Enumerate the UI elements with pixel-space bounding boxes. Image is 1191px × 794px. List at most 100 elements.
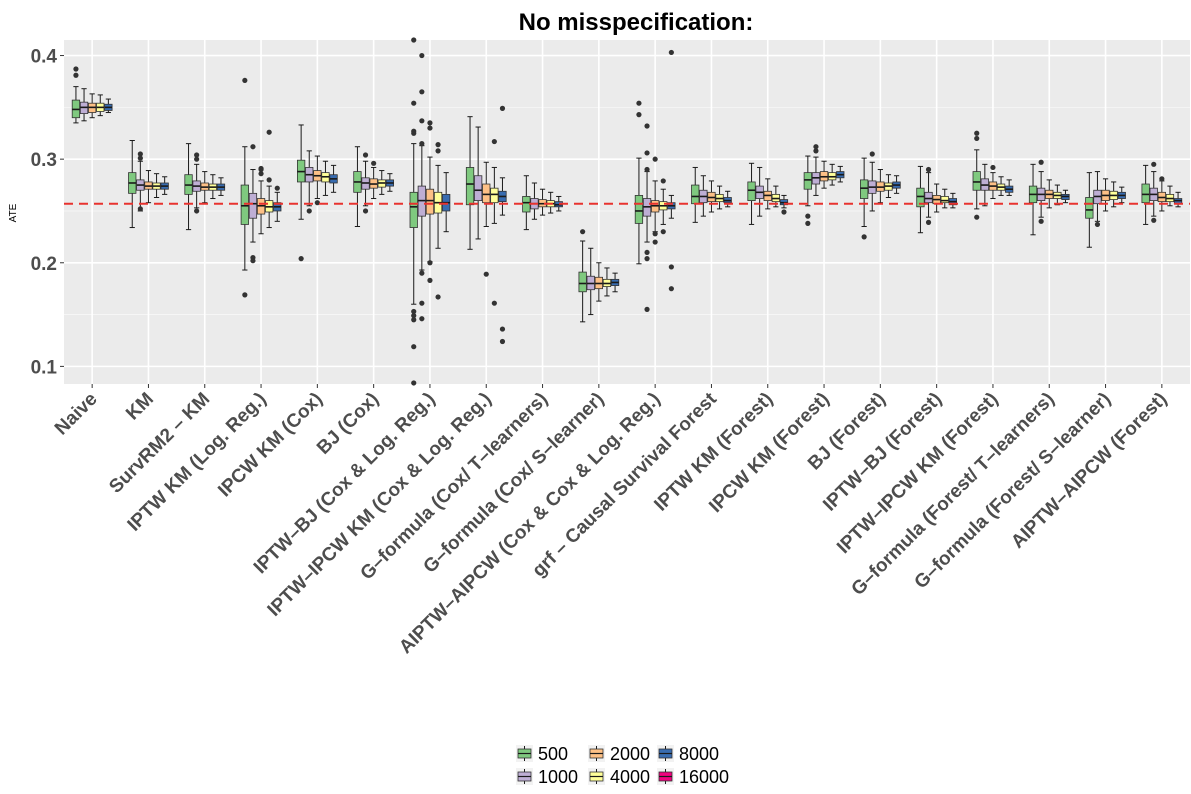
box-iqr	[465, 167, 475, 206]
box-2000-17	[1045, 179, 1054, 209]
box-8000-2	[216, 177, 226, 196]
outlier-point	[411, 313, 417, 319]
box-8000-4	[329, 164, 338, 193]
outlier-point	[411, 37, 417, 43]
box-iqr	[691, 184, 700, 205]
outlier-point	[419, 316, 425, 322]
y-tick-label: 0.2	[31, 254, 57, 275]
outlier-point	[861, 234, 867, 240]
legend-key-16000	[657, 768, 674, 785]
plot-panel	[64, 40, 1190, 384]
box-2000-2	[200, 171, 209, 204]
box-2000-14	[876, 169, 885, 204]
outlier-point	[644, 256, 650, 262]
box-1000-19	[1149, 161, 1158, 223]
outlier-point	[258, 171, 264, 177]
outlier-point	[644, 249, 650, 256]
legend-label: 500	[538, 744, 568, 764]
outlier-point	[1038, 218, 1044, 224]
box-2000-11	[707, 180, 716, 213]
box-1000-17	[1037, 159, 1046, 224]
box-500-17	[1028, 163, 1038, 236]
outlier-point	[925, 166, 932, 173]
outlier-point	[427, 120, 433, 126]
outlier-point	[499, 326, 506, 332]
legend-key-8000	[657, 745, 674, 762]
box-4000-6	[433, 142, 443, 300]
box-500-4	[297, 124, 306, 262]
outlier-point	[419, 118, 425, 124]
y-axis-label: ATE	[8, 203, 19, 222]
box-iqr	[924, 191, 933, 204]
outlier-point	[1038, 159, 1044, 165]
box-4000-5	[377, 170, 386, 195]
outlier-point	[73, 72, 79, 78]
box-500-12	[747, 162, 756, 225]
legend-label: 4000	[610, 767, 650, 787]
box-2000-1	[144, 170, 153, 204]
box-1000-14	[868, 151, 877, 212]
outlier-point	[781, 209, 787, 215]
outlier-point	[974, 135, 980, 142]
outlier-point	[411, 100, 417, 106]
chart-title: No misspecification:	[519, 9, 754, 36]
outlier-point	[419, 89, 425, 95]
x-tick-label: G–formula (Forest/ T–learners)	[848, 389, 1059, 600]
box-1000-6	[417, 52, 426, 322]
outlier-point	[419, 300, 425, 306]
box-8000-0	[104, 98, 113, 114]
box-iqr	[1141, 183, 1150, 204]
outlier-point	[1159, 176, 1165, 182]
box-iqr	[490, 187, 499, 204]
box-iqr	[747, 181, 756, 202]
box-2000-16	[988, 164, 998, 200]
box-8000-3	[273, 185, 282, 222]
box-iqr	[240, 184, 249, 225]
box-8000-18	[1117, 186, 1126, 204]
box-8000-5	[385, 173, 394, 192]
outlier-point	[137, 206, 143, 212]
box-iqr	[578, 271, 587, 293]
outlier-point	[974, 214, 980, 220]
box-iqr	[482, 183, 491, 204]
box-iqr	[474, 175, 483, 202]
outlier-point	[499, 338, 506, 345]
box-500-5	[353, 146, 362, 228]
outlier-point	[306, 208, 312, 214]
outlier-point	[427, 260, 433, 266]
box-1000-15	[924, 166, 933, 225]
outlier-point	[298, 256, 304, 262]
legend-label: 2000	[610, 744, 650, 764]
box-500-6	[409, 37, 418, 386]
x-tick-label: Naive	[51, 389, 102, 440]
box-iqr	[940, 196, 949, 204]
outlier-point	[250, 144, 256, 150]
outlier-point	[371, 160, 377, 166]
legend-key-500	[516, 745, 533, 762]
box-500-18	[1085, 172, 1094, 248]
box-2000-12	[763, 178, 772, 210]
legend-label: 1000	[538, 767, 578, 787]
box-8000-16	[1005, 179, 1014, 196]
box-1000-4	[305, 150, 314, 214]
box-500-13	[803, 155, 812, 226]
outlier-point	[362, 208, 369, 214]
box-8000-1	[160, 176, 169, 195]
outlier-point	[137, 155, 143, 161]
outlier-point	[194, 208, 200, 214]
outlier-point	[499, 105, 506, 111]
box-iqr	[522, 196, 531, 213]
outlier-point	[652, 156, 658, 162]
outlier-point	[668, 49, 674, 56]
box-500-11	[691, 166, 700, 223]
outlier-point	[194, 156, 200, 162]
box-1000-7	[474, 126, 483, 240]
box-iqr	[803, 172, 812, 190]
box-500-19	[1141, 164, 1150, 225]
outlier-point	[242, 292, 248, 298]
outlier-point	[636, 112, 642, 118]
box-2000-0	[88, 93, 97, 119]
box-iqr	[1085, 197, 1094, 219]
outlier-point	[668, 286, 674, 292]
legend-label: 16000	[679, 767, 729, 787]
